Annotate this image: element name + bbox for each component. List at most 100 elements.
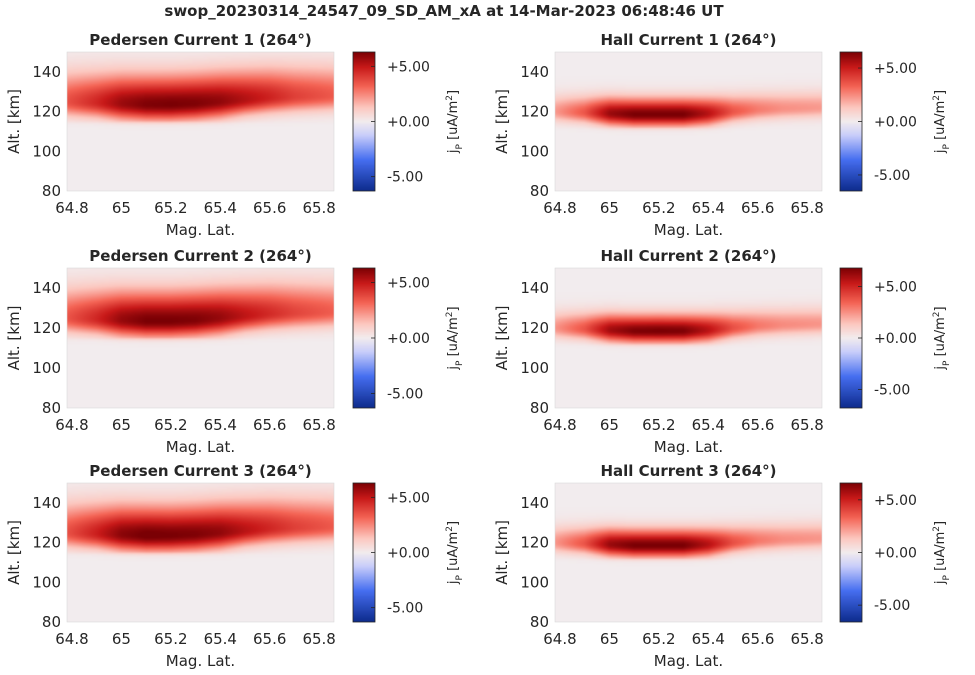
colorbar-label-sup: 2 (932, 526, 942, 532)
plot-frame (66, 482, 335, 623)
x-tick-label: 65.4 (204, 416, 237, 434)
x-axis-label: Mag. Lat. (654, 221, 723, 239)
panel-title: Hall Current 3 (264°) (600, 462, 776, 480)
colorbar-tick-label: +0.00 (874, 331, 917, 347)
colorbar-label-end: ] (933, 306, 948, 311)
x-tick-label: 65.2 (642, 630, 675, 648)
colorbar-gradient (353, 52, 375, 191)
colorbar-tick-label: +0.00 (387, 331, 430, 347)
colorbar-label-sub: P (942, 144, 952, 150)
colorbar-tick-label: +0.00 (387, 546, 430, 562)
y-axis-label: Alt. [km] (493, 89, 511, 154)
plot-frame (554, 482, 823, 623)
colorbar-label-unit: [uA/m (446, 317, 461, 360)
colorbar-tick-label: -5.00 (874, 598, 910, 614)
x-axis-label: Mag. Lat. (166, 438, 235, 456)
colorbar-label-sup: 2 (932, 311, 942, 317)
colorbar-tick-label: +5.00 (387, 490, 430, 506)
y-tick-label: 100 (520, 142, 549, 160)
x-tick-label: 65.8 (790, 630, 823, 648)
y-tick-label: 120 (520, 319, 549, 337)
x-tick-label: 64.8 (543, 416, 576, 434)
colorbar-tick-label: -5.00 (387, 170, 423, 186)
colorbar-tick-label: +0.00 (874, 115, 917, 131)
heatmap-image (555, 268, 822, 408)
colorbar-label: jP [uA/m2] (445, 90, 465, 154)
plot-frame (66, 51, 335, 192)
colorbar-tick-label: -5.00 (387, 601, 423, 617)
colorbar-label-sup: 2 (445, 311, 455, 317)
y-tick-label: 80 (42, 182, 61, 200)
colorbar-label-unit: [uA/m (933, 532, 948, 575)
panel-title: Hall Current 2 (264°) (600, 247, 776, 265)
y-axis-label: Alt. [km] (5, 89, 23, 154)
colorbar-tick-label: -5.00 (387, 387, 423, 403)
heatmap-image (67, 52, 334, 191)
colorbar-label: jP [uA/m2] (932, 521, 952, 585)
x-tick-label: 65.4 (692, 630, 725, 648)
y-tick-label: 100 (32, 359, 61, 377)
x-tick-label: 65.6 (741, 630, 774, 648)
colorbar-label: jP [uA/m2] (932, 90, 952, 154)
plot-frame (554, 51, 823, 192)
colorbar-tick-label: -5.00 (874, 382, 910, 398)
x-tick-label: 65 (600, 630, 619, 648)
heatmap-image (555, 52, 822, 191)
x-tick-label: 65.2 (154, 416, 187, 434)
x-tick-label: 65.6 (253, 630, 286, 648)
x-tick-label: 65.8 (790, 416, 823, 434)
colorbar-tick-label: +5.00 (387, 275, 430, 291)
y-tick-label: 100 (520, 359, 549, 377)
colorbar-tick-label: +5.00 (874, 280, 917, 296)
y-axis-label: Alt. [km] (5, 520, 23, 585)
x-tick-label: 65.4 (692, 199, 725, 217)
panel-title: Pedersen Current 3 (264°) (89, 462, 311, 480)
y-tick-label: 120 (520, 534, 549, 552)
x-axis-label: Mag. Lat. (166, 221, 235, 239)
y-tick-label: 120 (32, 534, 61, 552)
y-tick-label: 140 (32, 279, 61, 297)
y-tick-label: 120 (32, 103, 61, 121)
panel-title: Hall Current 1 (264°) (600, 31, 776, 49)
x-tick-label: 65 (112, 416, 131, 434)
colorbar-label-end: ] (446, 306, 461, 311)
panel-title: Pedersen Current 2 (264°) (89, 247, 311, 265)
y-tick-label: 140 (520, 494, 549, 512)
y-tick-label: 140 (520, 279, 549, 297)
y-tick-label: 120 (32, 319, 61, 337)
colorbar-label-sub: P (455, 144, 465, 150)
colorbar-label-main: j (933, 150, 948, 155)
x-tick-label: 64.8 (55, 416, 88, 434)
x-tick-label: 65.6 (253, 416, 286, 434)
colorbar-tick-label: +5.00 (387, 59, 430, 75)
y-tick-label: 140 (32, 63, 61, 81)
x-tick-label: 65.8 (302, 199, 335, 217)
x-tick-label: 65.2 (154, 199, 187, 217)
y-tick-label: 100 (32, 573, 61, 591)
colorbar-label-sup: 2 (445, 95, 455, 101)
colorbar-gradient (353, 268, 375, 408)
colorbar-tick-label: +0.00 (387, 115, 430, 131)
x-tick-label: 65.8 (302, 630, 335, 648)
x-tick-label: 64.8 (55, 199, 88, 217)
colorbar-label-end: ] (933, 90, 948, 95)
colorbar-tick-label: +5.00 (874, 61, 917, 77)
figure-suptitle: swop_20230314_24547_09_SD_AM_xA at 14-Ma… (164, 2, 724, 20)
y-tick-label: 80 (530, 182, 549, 200)
colorbar-label-unit: [uA/m (446, 532, 461, 575)
colorbar-gradient (840, 483, 862, 622)
y-tick-label: 100 (32, 142, 61, 160)
colorbar-label-main: j (446, 366, 461, 371)
x-tick-label: 65 (600, 199, 619, 217)
x-tick-label: 64.8 (55, 630, 88, 648)
colorbar-label-unit: [uA/m (446, 101, 461, 144)
colorbar-label-sup: 2 (445, 526, 455, 532)
x-tick-label: 65.4 (204, 630, 237, 648)
colorbar-label-end: ] (933, 521, 948, 526)
x-tick-label: 65.2 (642, 199, 675, 217)
y-axis-label: Alt. [km] (493, 520, 511, 585)
y-tick-label: 80 (530, 399, 549, 417)
x-tick-label: 65.6 (741, 199, 774, 217)
x-tick-label: 65.8 (302, 416, 335, 434)
x-tick-label: 65 (600, 416, 619, 434)
